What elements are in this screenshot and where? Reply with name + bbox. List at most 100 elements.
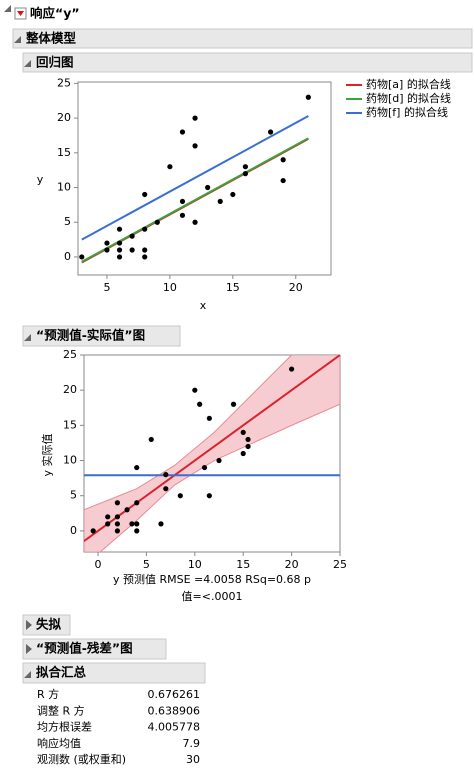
point [230,191,236,198]
row-label: 响应均值 [37,736,81,750]
point [177,493,183,499]
point [114,514,120,520]
point [154,219,160,225]
point [134,464,140,471]
x-tick-label: 15 [226,281,240,294]
point [134,500,140,506]
point [104,247,110,253]
disclosure[interactable] [14,36,21,43]
point [197,401,203,407]
row-value: 4.005778 [148,721,201,734]
point [242,171,249,177]
point [267,129,274,135]
y-tick-label: 20 [57,111,71,124]
point [116,247,123,253]
section-title: 整体模型 [26,31,77,46]
x-tick-label: 25 [333,558,347,571]
point [280,157,286,163]
fit-line [81,115,309,241]
point [240,450,246,457]
confidence-band [84,355,340,552]
point [105,514,111,520]
y-tick-label: 10 [57,181,71,194]
disclosure[interactable] [24,671,31,678]
point [142,254,148,260]
point [134,521,140,527]
section-bar [22,325,181,347]
section-bar [22,52,473,73]
y-tick-label: 25 [57,76,71,89]
point [205,184,211,191]
point [90,528,96,534]
x-tick-label: 10 [163,281,177,294]
y-tick-label: 0 [64,250,71,263]
point [216,457,222,464]
row-label: R 方 [37,687,59,701]
row-label: 观测数 (或权重和) [37,752,126,766]
disclosure[interactable] [24,334,31,341]
menu-arrow [17,11,24,16]
x-tick-label: 15 [236,558,250,571]
point [217,198,223,205]
section-bar [22,614,71,636]
row-label: 均方根误差 [37,720,92,734]
legend-label: 药物[a] 的拟合线 [366,77,451,91]
point [142,191,148,198]
point [79,254,85,260]
y-tick-label: 5 [70,489,77,502]
section-title: “预测值-实际值”图 [36,328,145,343]
x-axis-label: x [200,299,207,312]
section-bar [22,638,167,660]
y-tick-label: 5 [64,215,71,228]
point [142,247,148,253]
section-bar [22,662,206,684]
point [280,177,286,184]
x-tick-label: 0 [95,558,102,571]
point [124,507,130,513]
point [158,521,164,527]
disclosure[interactable] [26,620,32,630]
x-tick-label: 10 [188,558,202,571]
disclosure[interactable] [4,5,11,12]
y-tick-label: 0 [70,524,77,537]
row-label: 调整 R 方 [37,703,85,717]
point [116,240,123,246]
point [167,164,173,170]
section-title: 失拟 [36,617,62,632]
x-axis-label: 值=<.0001 [182,590,243,603]
point [114,528,120,534]
point [289,366,295,372]
point [105,521,111,527]
y-tick-label: 15 [63,418,77,431]
point [179,198,186,205]
y-tick-label: 25 [63,348,77,361]
point [206,415,212,421]
x-tick-label: 20 [289,281,303,294]
point [192,143,198,149]
point [129,233,135,239]
point [116,226,123,232]
y-axis-label: y [37,173,44,186]
point [134,528,140,534]
point [192,387,198,393]
plot-area [84,355,340,552]
y-axis-label: y 实际值 [40,433,54,476]
y-tick-label: 10 [63,454,77,467]
point [245,443,251,450]
point [230,401,237,407]
row-value: 7.9 [183,737,201,750]
disclosure[interactable] [26,644,32,654]
disclosure[interactable] [24,60,31,67]
point [179,129,186,135]
point [201,464,208,471]
point [192,115,198,121]
section-title: 回归图 [36,55,74,70]
point [305,94,311,100]
point [245,436,251,443]
point [114,500,120,506]
x-tick-label: 5 [143,558,150,571]
point [163,472,169,478]
point [142,226,148,232]
section-title: 拟合汇总 [36,665,87,680]
